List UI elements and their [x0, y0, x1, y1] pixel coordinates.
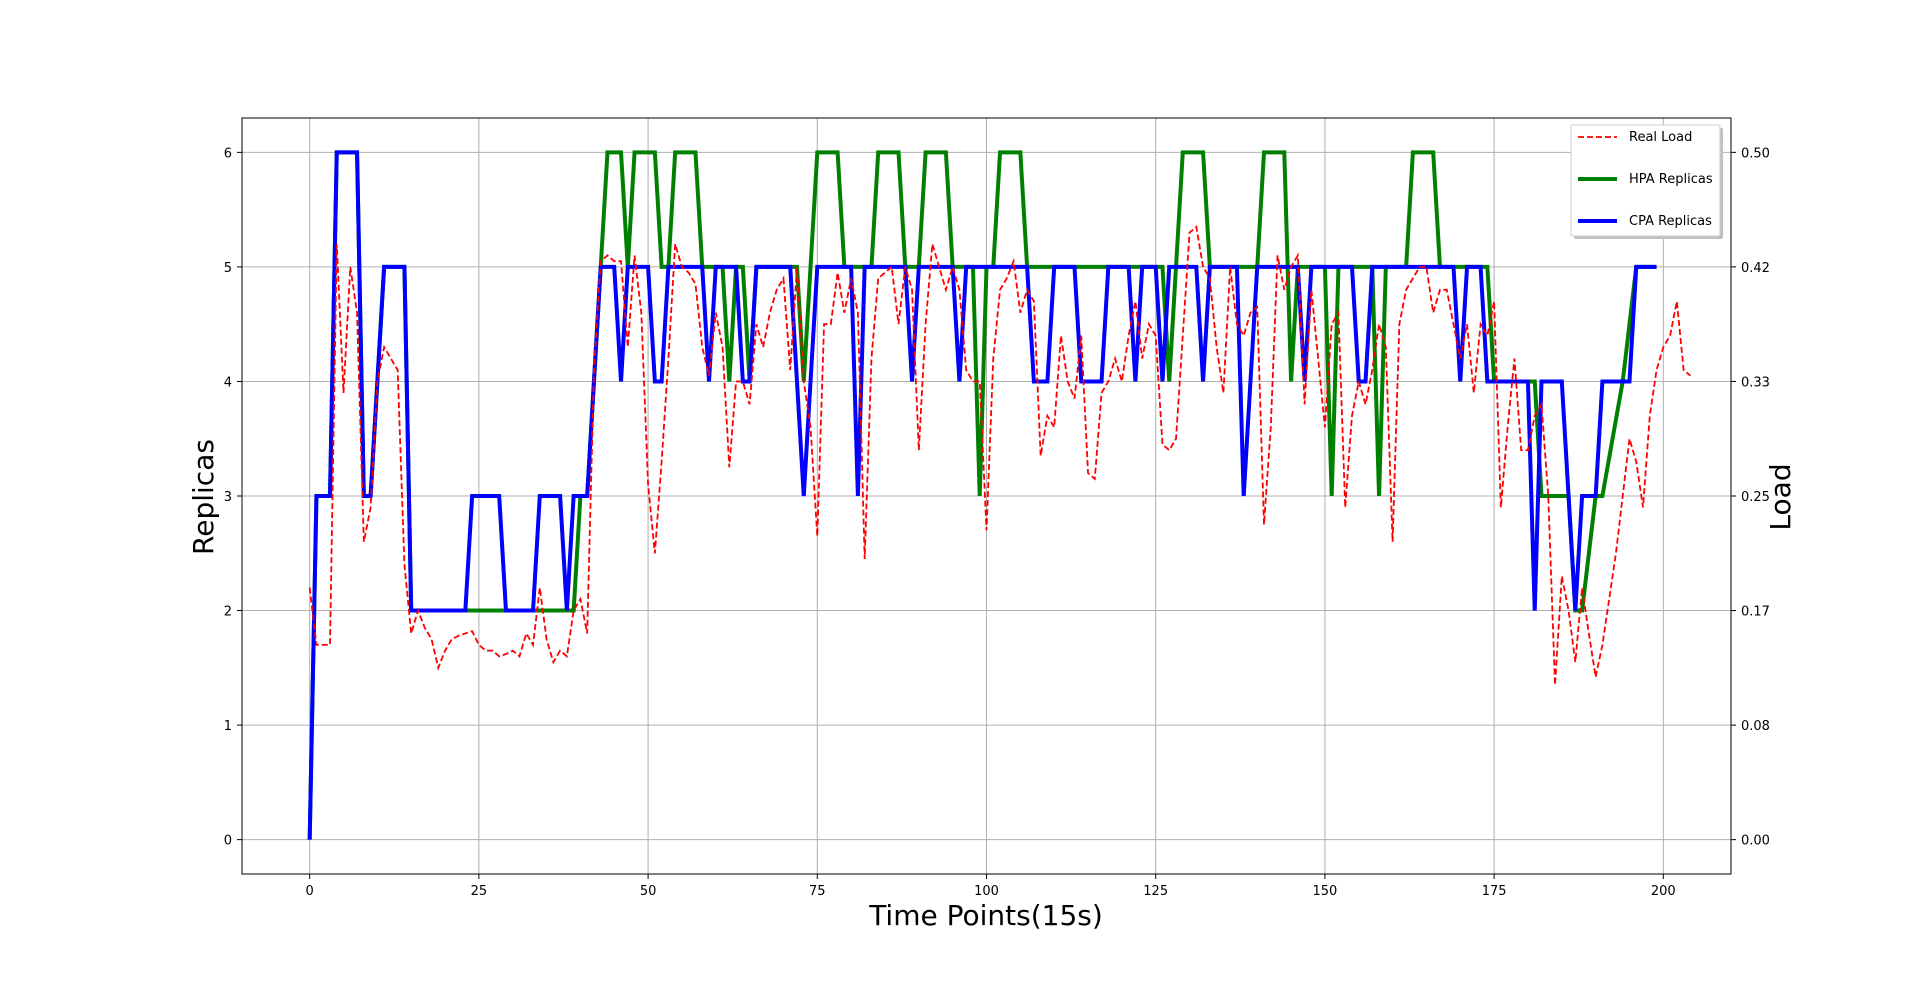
x-tick-label-6: 150	[1312, 884, 1337, 899]
series-line-hpa-replicas	[307, 150, 1657, 840]
y-tick-label-5: 5	[224, 261, 232, 276]
y-axis-title: Replicas	[187, 439, 220, 555]
legend-label-cpa: CPA Replicas	[1629, 214, 1712, 229]
grid-lines	[242, 118, 1731, 874]
y2-tick-label-6: 0.50	[1741, 146, 1770, 161]
x-axis-title: Time Points(15s)	[868, 899, 1103, 932]
x-tick-label-0: 0	[306, 884, 314, 899]
series-line-cpa-replicas	[307, 150, 1657, 840]
y-tick-label-2: 2	[224, 605, 232, 620]
y2-tick-label-3: 0.25	[1741, 490, 1770, 505]
y-tick-label-4: 4	[224, 375, 232, 390]
y2-tick-label-4: 0.33	[1741, 375, 1770, 390]
x-axis-ticks: 0 25 50 75 100 125 150 175 200	[306, 874, 1676, 899]
y-tick-label-1: 1	[224, 719, 232, 734]
y2-tick-label-0: 0.00	[1741, 834, 1770, 849]
x-tick-label-2: 50	[640, 884, 657, 899]
x-tick-label-8: 200	[1651, 884, 1676, 899]
y-tick-label-0: 0	[224, 834, 232, 849]
plot-series	[307, 150, 1691, 840]
y2-tick-label-1: 0.08	[1741, 719, 1770, 734]
x-tick-label-4: 100	[974, 884, 999, 899]
y-axis-ticks: 0 1 2 3 4 5 6	[224, 146, 242, 849]
y-tick-label-3: 3	[224, 490, 232, 505]
legend-label-real-load: Real Load	[1629, 130, 1692, 145]
y2-tick-label-2: 0.17	[1741, 605, 1770, 620]
legend-box	[1570, 124, 1721, 237]
legend-label-hpa: HPA Replicas	[1629, 172, 1713, 187]
y2-tick-label-5: 0.42	[1741, 261, 1770, 276]
x-tick-label-3: 75	[809, 884, 826, 899]
x-tick-label-5: 125	[1143, 884, 1168, 899]
y-tick-label-6: 6	[224, 146, 232, 161]
y2-axis-title: Load	[1764, 463, 1797, 530]
x-tick-label-1: 25	[471, 884, 488, 899]
legend: Real Load HPA Replicas CPA Replicas	[1570, 124, 1723, 239]
series-line-real-load	[308, 225, 1691, 686]
x-tick-label-7: 175	[1482, 884, 1507, 899]
y2-axis-ticks: 0.00 0.08 0.17 0.25 0.33 0.42 0.50	[1731, 146, 1770, 849]
